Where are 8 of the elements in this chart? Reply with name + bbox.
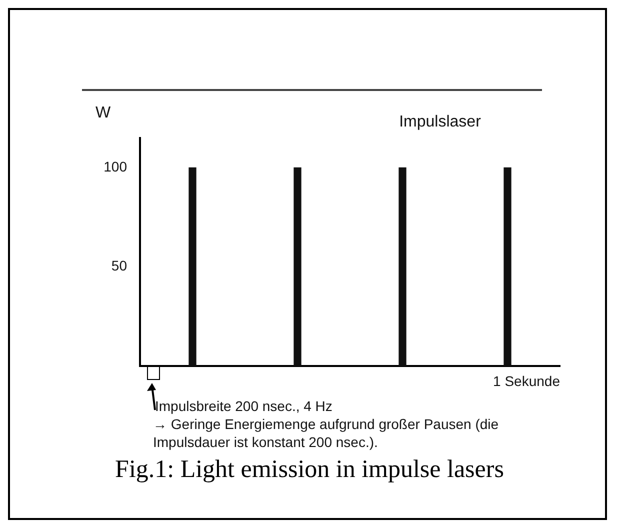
x-axis-title: 1 Sekunde — [493, 372, 560, 389]
chart-title: Impulslaser — [399, 113, 482, 130]
y-tick-label: 100 — [104, 158, 128, 175]
y-axis-title: W — [95, 104, 112, 122]
text: Impulsbreite 200 nsec., 4 Hz — [155, 397, 334, 415]
caption: Fig.1: Light emission in impulse lasers — [114, 456, 505, 484]
y-tick-label: 50 — [111, 258, 128, 274]
text: → Geringe Energiemenge aufgrund großer Pausen (die Impulsdauer ist konstant 200 nsec.). — [153, 415, 500, 451]
